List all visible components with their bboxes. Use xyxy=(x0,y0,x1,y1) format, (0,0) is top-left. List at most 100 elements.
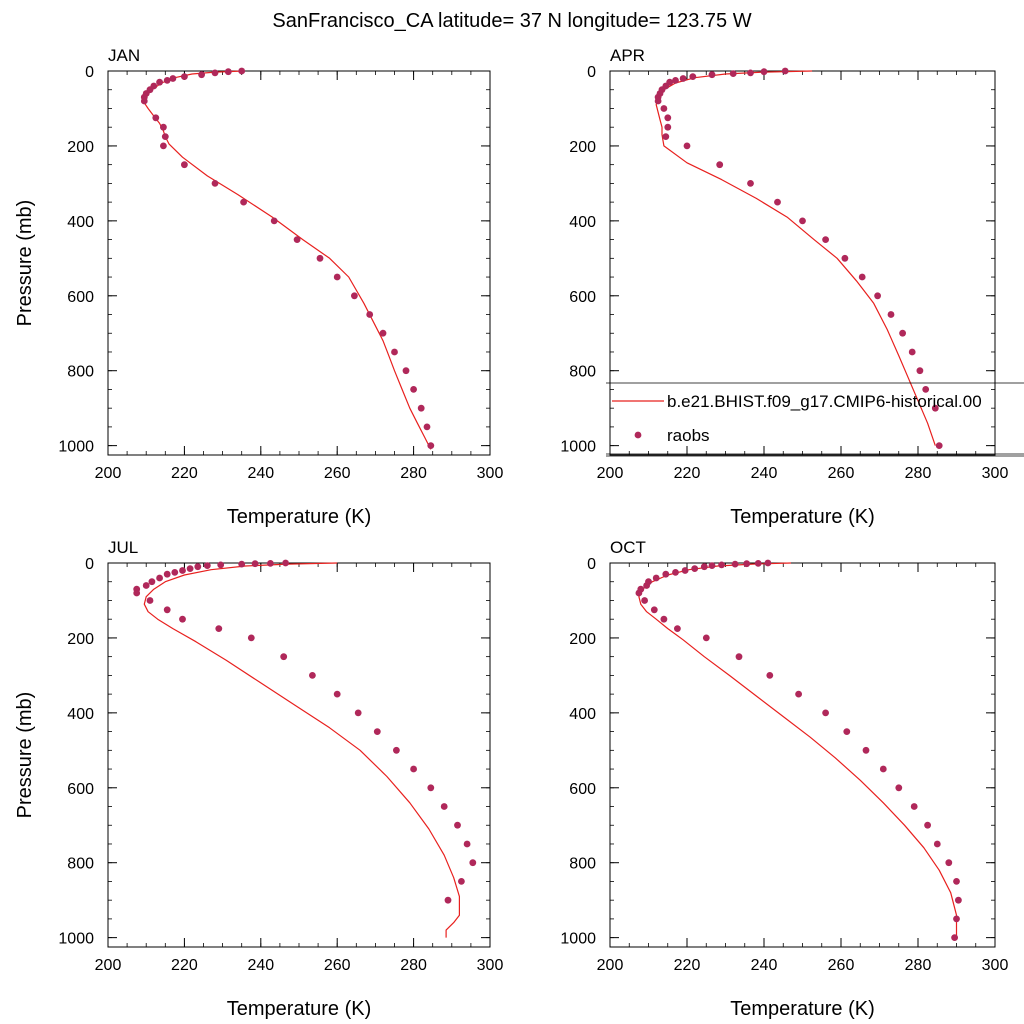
raobs-point xyxy=(181,73,188,80)
raobs-point xyxy=(951,934,958,941)
raobs-point xyxy=(650,606,658,614)
y-tick-label: 1000 xyxy=(58,931,94,948)
raobs-point xyxy=(681,567,689,574)
x-tick-label: 280 xyxy=(400,957,427,974)
raobs-point xyxy=(186,565,194,572)
raobs-point xyxy=(654,97,662,105)
raobs-point xyxy=(799,217,806,225)
raobs-point xyxy=(366,311,374,318)
raobs-point xyxy=(643,582,650,589)
raobs-point xyxy=(156,78,164,86)
x-tick-label: 280 xyxy=(905,465,932,482)
model-line-series xyxy=(638,562,958,938)
raobs-point xyxy=(664,114,672,122)
x-tick-label: 240 xyxy=(247,465,274,482)
raobs-point xyxy=(163,77,171,84)
raobs-point xyxy=(774,198,781,206)
raobs-point xyxy=(662,570,670,578)
raobs-point xyxy=(171,569,179,576)
raobs-point xyxy=(664,123,672,131)
raobs-point xyxy=(238,67,246,75)
y-tick-label: 600 xyxy=(569,781,596,798)
raobs-point xyxy=(708,71,716,79)
y-tick-label: 200 xyxy=(569,631,596,648)
raobs-point xyxy=(215,625,223,632)
raobs-point xyxy=(211,180,219,187)
y-tick-label: 0 xyxy=(85,64,94,81)
panel-title: JAN xyxy=(108,46,140,65)
model-line-series xyxy=(655,70,936,446)
raobs-point xyxy=(156,574,164,582)
y-tick-label: 800 xyxy=(569,856,596,873)
y-tick-label: 800 xyxy=(569,364,596,381)
raobs-point xyxy=(716,161,724,169)
raobs-point xyxy=(133,589,141,597)
raobs-point xyxy=(402,367,410,375)
raobs-point xyxy=(729,70,737,77)
raobs-point xyxy=(641,597,648,604)
x-tick-label: 200 xyxy=(597,957,624,974)
raobs-point xyxy=(766,672,774,679)
raobs-point xyxy=(410,386,417,393)
x-tick-label: 200 xyxy=(597,465,624,482)
raobs-point xyxy=(427,442,435,449)
y-tick-label: 200 xyxy=(67,631,94,648)
raobs-point xyxy=(691,565,699,572)
legend: b.e21.BHIST.f09_g17.CMIP6-historical.00 … xyxy=(606,382,1024,457)
raobs-point xyxy=(754,560,762,567)
x-tick-label: 200 xyxy=(95,957,122,974)
raobs-point xyxy=(238,560,246,568)
raobs-point xyxy=(841,254,849,262)
x-tick-label: 200 xyxy=(95,465,122,482)
raobs-point xyxy=(179,567,186,574)
raobs-point xyxy=(764,559,772,567)
raobs-point xyxy=(662,133,670,141)
raobs-point xyxy=(463,840,471,848)
raobs-point xyxy=(652,574,660,582)
raobs-point xyxy=(760,68,768,76)
raobs-point xyxy=(224,68,232,76)
raobs-point xyxy=(163,570,171,578)
x-tick-label: 240 xyxy=(751,465,778,482)
raobs-point xyxy=(160,142,167,150)
raobs-point xyxy=(879,765,887,773)
panel-oct: 200 220 240 260 280 300 0 200 400 600 800 1000 OCT Te… xyxy=(560,538,1008,1020)
raobs-point xyxy=(955,896,962,904)
raobs-point xyxy=(270,217,278,225)
raobs-point xyxy=(333,690,341,698)
panel-title: JUL xyxy=(108,538,138,557)
raobs-point xyxy=(410,765,417,773)
raobs-point xyxy=(862,746,870,754)
raobs-point xyxy=(169,75,177,82)
raobs-point xyxy=(469,859,477,867)
x-axis-label: Temperature (K) xyxy=(730,998,875,1020)
model-line-series xyxy=(143,562,460,938)
raobs-point xyxy=(718,561,725,569)
raobs-point xyxy=(747,69,754,77)
raobs-point xyxy=(953,915,960,923)
raobs-point xyxy=(822,709,829,717)
panel-apr: 200 220 240 260 280 300 0 200 400 600 800 1000 APR Te… xyxy=(560,46,1008,528)
raobs-point xyxy=(247,634,255,642)
raobs-point xyxy=(148,578,156,586)
y-tick-label: 1000 xyxy=(58,439,94,456)
raobs-point xyxy=(217,561,225,569)
raobs-point xyxy=(924,821,931,829)
raobs-point xyxy=(922,386,930,393)
panel-title: OCT xyxy=(610,538,646,557)
x-tick-label: 260 xyxy=(828,465,855,482)
raobs-point xyxy=(672,77,679,84)
raobs-point xyxy=(910,803,918,810)
raobs-point xyxy=(142,582,150,589)
y-tick-label: 400 xyxy=(67,214,94,231)
raobs-point xyxy=(908,348,916,356)
raobs-point xyxy=(333,273,341,281)
y-tick-label: 800 xyxy=(67,364,94,381)
y-tick-label: 0 xyxy=(587,64,596,81)
raobs-point xyxy=(660,615,668,623)
raobs-point xyxy=(679,75,687,82)
raobs-point xyxy=(683,142,691,150)
figure-title: SanFrancisco_CA latitude= 37 N longitude… xyxy=(272,10,751,32)
raobs-point xyxy=(689,73,697,80)
